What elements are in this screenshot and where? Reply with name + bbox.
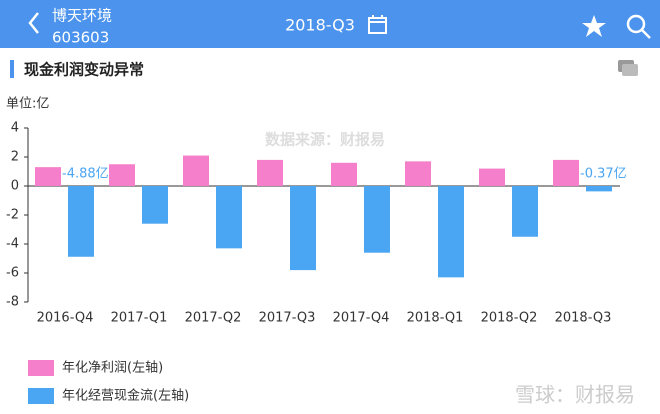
x-tick-label: 2016-Q4 xyxy=(37,311,94,326)
comment-icon[interactable] xyxy=(618,60,638,76)
back-button[interactable] xyxy=(28,12,39,34)
search-button[interactable] xyxy=(626,14,651,39)
legend-swatch xyxy=(28,388,54,404)
bar xyxy=(586,186,612,192)
y-tick-label: 4 xyxy=(11,121,19,136)
bar xyxy=(183,155,209,186)
legend-label: 年化净利润(左轴) xyxy=(62,361,163,376)
bar xyxy=(438,186,464,278)
watermark: 数据来源：财报易 xyxy=(265,131,385,149)
x-tick-label: 2018-Q1 xyxy=(407,311,464,326)
y-tick-label: -6 xyxy=(6,266,19,281)
period[interactable]: 2018-Q3 xyxy=(285,16,355,35)
x-tick-label: 2017-Q3 xyxy=(259,311,316,326)
legend-label: 年化经营现金流(左轴) xyxy=(62,388,189,404)
y-tick-label: 2 xyxy=(11,150,19,165)
bar xyxy=(364,186,390,253)
stock-name: 博天环境 xyxy=(52,7,112,25)
bar xyxy=(68,186,94,257)
bar xyxy=(142,186,168,224)
y-unit-label: 单位:亿 xyxy=(6,97,49,112)
x-tick-label: 2017-Q2 xyxy=(185,311,242,326)
calendar-icon[interactable] xyxy=(368,15,387,34)
legend-swatch xyxy=(28,360,54,376)
bar xyxy=(109,164,135,186)
star-button[interactable] xyxy=(582,15,606,37)
y-tick-label: -8 xyxy=(6,295,19,310)
x-tick-label: 2017-Q4 xyxy=(333,311,390,326)
bar xyxy=(553,159,579,186)
header-bar xyxy=(0,0,660,48)
bar xyxy=(35,167,61,186)
x-tick-label: 2018-Q2 xyxy=(481,311,538,326)
stock-code: 603603 xyxy=(52,29,109,47)
x-tick-label: 2018-Q3 xyxy=(555,311,612,326)
section-marker xyxy=(10,60,14,78)
footer-watermark: 雪球：财报易 xyxy=(515,383,635,407)
x-tick-label: 2017-Q1 xyxy=(111,311,168,326)
section-title: 现金利润变动异常 xyxy=(24,61,144,79)
bar xyxy=(257,159,283,186)
y-tick-label: -4 xyxy=(6,237,19,252)
value-label: -4.88亿 xyxy=(62,167,109,182)
bar xyxy=(479,168,505,186)
bar xyxy=(512,186,538,237)
value-label: -0.37亿 xyxy=(580,167,627,182)
bar xyxy=(290,186,316,271)
bar xyxy=(405,161,431,186)
bar xyxy=(216,186,242,249)
bar xyxy=(331,162,357,186)
y-tick-label: -2 xyxy=(6,208,19,223)
y-tick-label: 0 xyxy=(11,179,19,194)
